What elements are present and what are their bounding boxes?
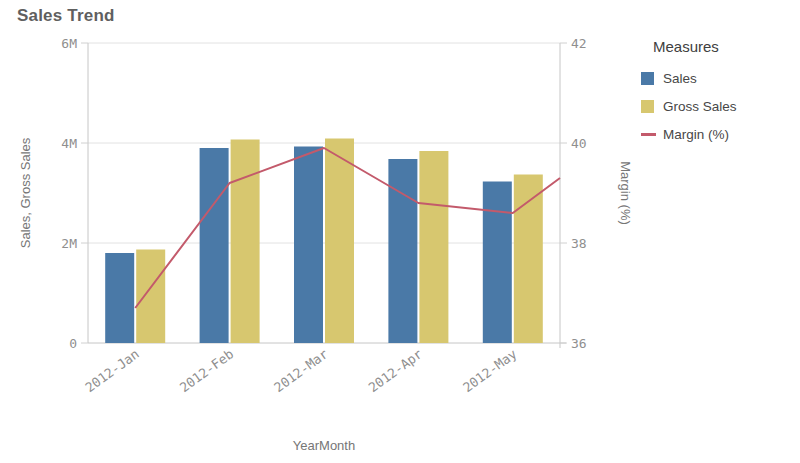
bar-sales-2012-Feb[interactable] [200, 148, 229, 343]
right-axis-tick-label: 42 [571, 36, 587, 51]
bar-sales-2012-Jan[interactable] [105, 253, 134, 343]
right-axis-tick-label: 36 [571, 336, 587, 351]
legend-item-gross-sales[interactable]: Gross Sales [641, 99, 791, 113]
bar-gross-sales-2012-Apr[interactable] [419, 151, 448, 343]
bar-gross-sales-2012-Jan[interactable] [136, 250, 165, 344]
bar-gross-sales-2012-Feb[interactable] [231, 140, 260, 344]
legend-item-label: Gross Sales [663, 99, 737, 114]
plot-area: 0 2M 4M 6M 36 38 40 42 2012-Jan 2012-Feb 2012-Mar 2… [61, 36, 586, 396]
x-axis-tick-label: 2012-Feb [177, 346, 237, 395]
right-axis-title: Margin (%) [618, 161, 633, 225]
margin-line-swatch-icon [641, 133, 656, 136]
left-axis-tick-label: 2M [61, 236, 77, 251]
bar-sales-2012-Apr[interactable] [388, 159, 417, 343]
legend: Measures Sales Gross Sales Margin (%) [641, 38, 791, 155]
sales-swatch-icon [641, 72, 654, 85]
legend-item-label: Sales [663, 71, 697, 86]
right-axis-tick-label: 40 [571, 136, 587, 151]
x-axis-title: YearMonth [293, 438, 355, 453]
left-axis-tick-label: 0 [69, 336, 77, 351]
bar-sales-2012-Mar[interactable] [294, 147, 323, 344]
legend-item-sales[interactable]: Sales [641, 71, 791, 85]
x-axis-tick-label: 2012-Apr [366, 346, 426, 395]
legend-item-label: Margin (%) [663, 127, 729, 142]
x-axis-tick-label: 2012-Mar [271, 346, 331, 395]
right-axis-tick-label: 38 [571, 236, 587, 251]
x-axis-tick-label: 2012-Jan [82, 346, 141, 395]
left-axis-tick-label: 4M [61, 136, 77, 151]
x-axis-tick-label: 2012-May [460, 346, 520, 395]
legend-title: Measures [653, 38, 791, 55]
bar-gross-sales-2012-Mar[interactable] [325, 139, 354, 344]
gross-sales-swatch-icon [641, 100, 654, 113]
bar-sales-2012-May[interactable] [483, 182, 512, 344]
left-axis-tick-label: 6M [61, 36, 77, 51]
bar-gross-sales-2012-May[interactable] [514, 175, 543, 344]
legend-item-margin[interactable]: Margin (%) [641, 127, 791, 141]
left-axis-title: Sales, Gross Sales [18, 137, 33, 248]
